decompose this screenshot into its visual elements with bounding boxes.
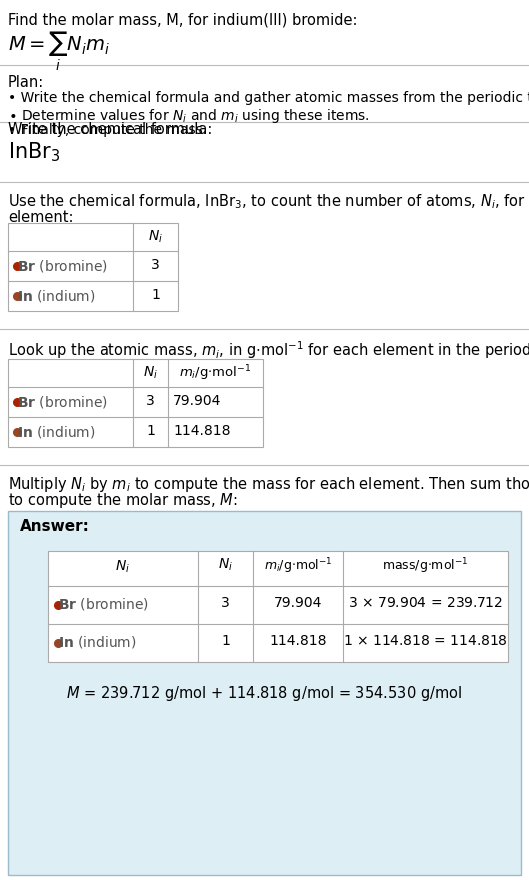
Text: 3 $\times$ 79.904 = 239.712: 3 $\times$ 79.904 = 239.712 [348, 596, 503, 610]
Text: Write the chemical formula:: Write the chemical formula: [8, 122, 212, 137]
FancyBboxPatch shape [8, 511, 521, 875]
Text: $\bullet$ Determine values for $N_i$ and $m_i$ using these items.: $\bullet$ Determine values for $N_i$ and… [8, 107, 370, 125]
Text: 79.904: 79.904 [173, 394, 221, 408]
Text: Plan:: Plan: [8, 75, 44, 90]
Text: 1: 1 [151, 288, 160, 302]
Text: $\bf{In}$ (indium): $\bf{In}$ (indium) [58, 634, 136, 650]
Text: mass/g$\cdot$mol$^{-1}$: mass/g$\cdot$mol$^{-1}$ [382, 556, 469, 576]
Text: Find the molar mass, M, for indium(III) bromide:: Find the molar mass, M, for indium(III) … [8, 12, 358, 27]
Text: $M = \sum_i N_i m_i$: $M = \sum_i N_i m_i$ [8, 30, 110, 73]
Text: 3: 3 [221, 596, 230, 610]
Text: $\bf{Br}$ (bromine): $\bf{Br}$ (bromine) [17, 394, 108, 410]
Text: to compute the molar mass, $M$:: to compute the molar mass, $M$: [8, 491, 238, 510]
Text: 1 $\times$ 114.818 = 114.818: 1 $\times$ 114.818 = 114.818 [343, 634, 508, 648]
Text: $N_i$: $N_i$ [115, 559, 131, 576]
Text: $\bf{In}$ (indium): $\bf{In}$ (indium) [17, 288, 96, 304]
Text: $M$ = 239.712 g/mol + 114.818 g/mol = 354.530 g/mol: $M$ = 239.712 g/mol + 114.818 g/mol = 35… [66, 684, 463, 703]
Text: $\bf{In}$ (indium): $\bf{In}$ (indium) [17, 424, 96, 440]
Text: Answer:: Answer: [20, 519, 90, 534]
Text: • Write the chemical formula and gather atomic masses from the periodic table.: • Write the chemical formula and gather … [8, 91, 529, 105]
Text: InBr$_3$: InBr$_3$ [8, 140, 60, 164]
Text: 1: 1 [221, 634, 230, 648]
FancyBboxPatch shape [8, 359, 263, 447]
Text: 114.818: 114.818 [269, 634, 327, 648]
Text: $\bf{Br}$ (bromine): $\bf{Br}$ (bromine) [17, 258, 108, 274]
Text: $N_i$: $N_i$ [143, 365, 158, 381]
Text: 3: 3 [146, 394, 155, 408]
Text: 1: 1 [146, 424, 155, 438]
Text: Look up the atomic mass, $m_i$, in g$\cdot$mol$^{-1}$ for each element in the pe: Look up the atomic mass, $m_i$, in g$\cd… [8, 339, 529, 361]
Text: element:: element: [8, 210, 74, 225]
Text: $N_i$: $N_i$ [218, 557, 233, 574]
Text: 3: 3 [151, 258, 160, 272]
Text: $m_i$/g$\cdot$mol$^{-1}$: $m_i$/g$\cdot$mol$^{-1}$ [179, 363, 252, 383]
Text: 79.904: 79.904 [274, 596, 322, 610]
Text: • Finally, compute the mass.: • Finally, compute the mass. [8, 123, 207, 137]
Text: Use the chemical formula, InBr$_3$, to count the number of atoms, $N_i$, for eac: Use the chemical formula, InBr$_3$, to c… [8, 192, 529, 210]
Text: $N_i$: $N_i$ [148, 229, 163, 246]
Text: $\bf{Br}$ (bromine): $\bf{Br}$ (bromine) [58, 596, 149, 612]
Text: 114.818: 114.818 [173, 424, 231, 438]
FancyBboxPatch shape [48, 551, 508, 662]
Text: Multiply $N_i$ by $m_i$ to compute the mass for each element. Then sum those val: Multiply $N_i$ by $m_i$ to compute the m… [8, 475, 529, 494]
FancyBboxPatch shape [8, 223, 178, 311]
Text: $m_i$/g$\cdot$mol$^{-1}$: $m_i$/g$\cdot$mol$^{-1}$ [264, 556, 332, 576]
